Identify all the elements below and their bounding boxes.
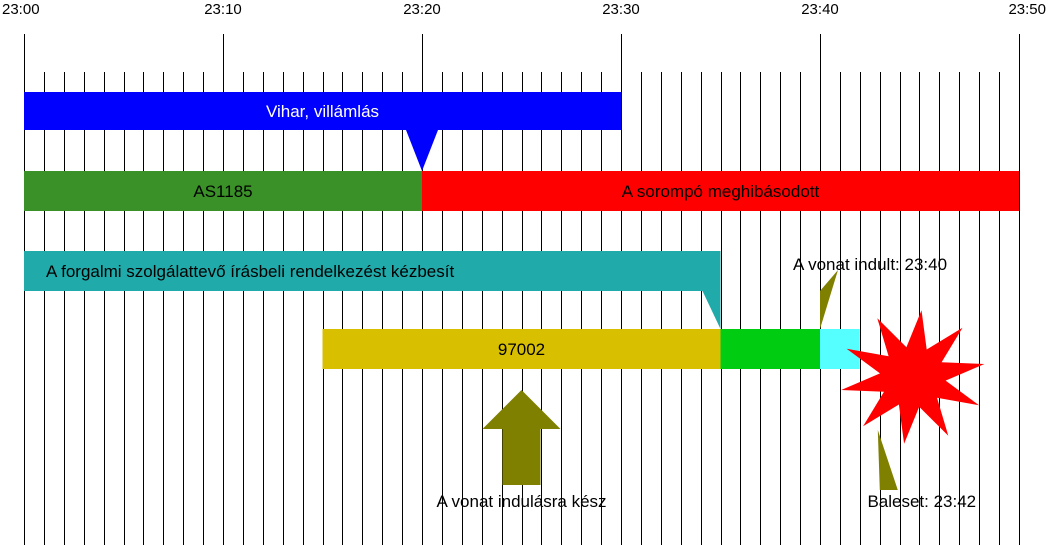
dispatcher-order-bar-label: A forgalmi szolgálattevő írásbeli rendel… [46,262,454,281]
ready-annotation-label: A vonat indulásra kész [436,492,606,511]
tick-label: 23:00 [2,1,40,18]
barrier-failure-bar [422,171,1019,211]
ready-arrow-icon [482,390,561,485]
tick-label: 23:20 [403,1,441,18]
as1185-bar-label: AS1185 [193,182,252,201]
tick-label: 23:10 [204,1,242,18]
train-97002-bar-label: 97002 [498,340,545,359]
storm-bar [24,92,621,130]
accident-pointer-icon [877,430,898,490]
storm-bar-label: Vihar, villámlás [266,102,379,121]
dispatcher-pointer-icon [702,291,721,329]
dispatcher-order-bar [24,251,721,291]
storm-pointer-icon [406,130,438,171]
timeline-grid [24,34,1020,545]
timeline-tick-labels: 23:00 23:10 23:20 23:30 23:40 23:50 [2,1,1046,18]
departed-pointer-icon [820,270,838,329]
as1185-bar [24,171,422,211]
tick-label: 23:50 [1008,1,1046,18]
train-final-segment [820,329,860,369]
accident-burst-icon [841,310,985,444]
barrier-failure-bar-label: A sorompó meghibásodott [622,182,820,201]
accident-annotation-label: Baleset: 23:42 [867,492,976,511]
train-running-segment [720,329,820,369]
tick-label: 23:40 [801,1,839,18]
train-97002-bar [322,329,721,369]
departed-annotation-label: A vonat indult: 23:40 [793,255,947,274]
tick-label: 23:30 [602,1,640,18]
